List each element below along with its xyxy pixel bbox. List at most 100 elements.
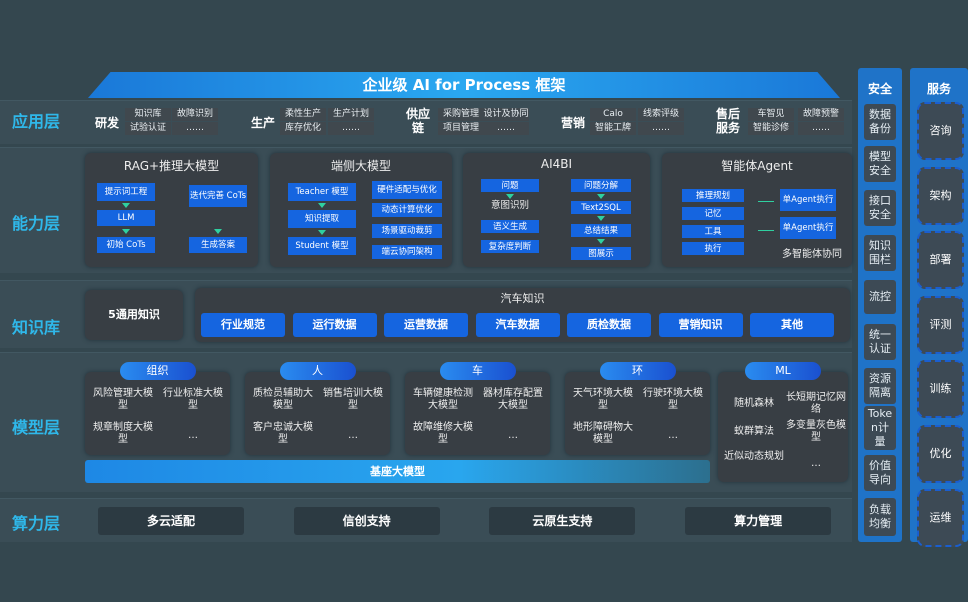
app-item: 智能工牌 xyxy=(590,122,636,135)
edge-extract: 知识提取 xyxy=(288,210,356,228)
layer-label-capability: 能力层 xyxy=(12,214,61,233)
service-item: 部署 xyxy=(917,231,964,289)
model-item: 多变量灰色模型 xyxy=(786,420,846,443)
model-item: … xyxy=(668,430,678,441)
security-item: 价值导向 xyxy=(864,455,896,491)
edge-r0: 硬件适配与优化 xyxy=(372,181,442,199)
edge-r3: 端云协同架构 xyxy=(372,245,442,259)
ai4bi-r1: Text2SQL xyxy=(571,201,631,214)
agent-l2: 工具 xyxy=(682,225,744,238)
service-item: 训练 xyxy=(917,360,964,418)
model-item: 地形障碍物大模型 xyxy=(573,422,633,445)
edge-title: 端侧大模型 xyxy=(330,159,391,173)
knowledge-item[interactable]: 行业规范 xyxy=(201,313,285,337)
model-panel-4 xyxy=(718,372,848,482)
ai4bi-r2: 总结结果 xyxy=(571,224,631,237)
agent-l1: 记忆 xyxy=(682,207,744,220)
app-item: 故障识别 xyxy=(172,108,218,121)
security-item: 知识围栏 xyxy=(864,235,896,271)
ai4bi-r0: 问题分解 xyxy=(571,179,631,192)
model-item: 故障维修大模型 xyxy=(413,422,473,445)
compute-item: 算力管理 xyxy=(685,507,832,535)
model-item: 车辆健康检测大模型 xyxy=(413,388,473,411)
general-knowledge: 5通用知识 xyxy=(85,290,183,340)
app-item: 库存优化 xyxy=(280,122,326,135)
model-category-pill: 环 xyxy=(599,362,676,380)
knowledge-item[interactable]: 汽车数据 xyxy=(475,313,560,337)
model-panel-1 xyxy=(245,372,390,455)
edge-panel: 端侧大模型 Teacher 模型 知识提取 Student 模型 硬件适配与优化… xyxy=(270,153,452,267)
model-category-pill: 人 xyxy=(279,362,356,380)
rag-cots: 初始 CoTs xyxy=(97,237,155,253)
model-item: 天气环境大模型 xyxy=(573,388,633,411)
model-panel-0 xyxy=(85,372,230,455)
app-item: …… xyxy=(483,122,529,135)
model-category-pill: 组织 xyxy=(119,362,196,380)
agent-footer: 多智能体协同 xyxy=(782,249,842,260)
layer-label-knowledge: 知识库 xyxy=(12,318,61,337)
model-item: 客户忠诚大模型 xyxy=(253,422,313,445)
model-item: 近似动态规划 xyxy=(724,451,784,462)
rag-prompt: 提示词工程 xyxy=(97,183,155,201)
app-item: 生产计划 xyxy=(328,108,374,121)
app-item: 柔性生产 xyxy=(280,108,326,121)
model-item: … xyxy=(811,458,821,469)
knowledge-item[interactable]: 营销知识 xyxy=(658,313,743,337)
service-item: 架构 xyxy=(917,166,964,225)
agent-l0: 推理规划 xyxy=(682,189,744,202)
edge-r1: 动态计算优化 xyxy=(372,203,442,217)
security-item: 接口安全 xyxy=(864,190,896,226)
compute-item: 云原生支持 xyxy=(489,507,636,535)
security-item: 负载均衡 xyxy=(864,498,896,536)
security-title: 安全 xyxy=(867,82,892,96)
knowledge-item[interactable]: 运行数据 xyxy=(292,313,377,337)
model-item: 规章制度大模型 xyxy=(93,422,153,445)
rag-panel: RAG+推理大模型 提示词工程 LLM 初始 CoTs 迭代完善 CoTs 生成… xyxy=(85,153,258,267)
ai4bi-l3: 复杂度判断 xyxy=(481,240,539,253)
layer-label-compute: 算力层 xyxy=(12,514,61,533)
app-group-2: 供应链 xyxy=(405,107,430,135)
agent-r1: 单Agent执行 xyxy=(780,217,836,239)
app-item: 项目管理 xyxy=(438,122,484,135)
base-model-bar: 基座大模型 xyxy=(85,460,710,483)
arrow-icon xyxy=(597,239,605,244)
arrow-icon xyxy=(318,203,326,208)
knowledge-item[interactable]: 其他 xyxy=(750,313,834,337)
security-item: Token计量 xyxy=(864,406,896,450)
app-item: …… xyxy=(328,122,374,135)
model-item: 蚁群算法 xyxy=(734,426,774,437)
app-group-3: 营销 xyxy=(560,116,585,130)
arrow-icon xyxy=(597,216,605,221)
edge-student: Student 模型 xyxy=(288,237,356,255)
app-item: …… xyxy=(798,122,844,135)
edge-teacher: Teacher 模型 xyxy=(288,183,356,201)
security-item: 统一认证 xyxy=(864,324,896,360)
app-item: 车智见 xyxy=(748,108,794,121)
rag-title: RAG+推理大模型 xyxy=(123,159,220,173)
layer-label-model: 模型层 xyxy=(12,418,61,437)
arrow-icon xyxy=(318,230,326,235)
security-item: 资源隔离 xyxy=(864,368,896,404)
edge-r2: 场景驱动裁剪 xyxy=(372,224,442,238)
auto-knowledge-title: 汽车知识 xyxy=(500,292,545,305)
app-group-0: 研发 xyxy=(94,116,119,130)
app-item: 知识库 xyxy=(125,108,171,121)
model-item: … xyxy=(348,430,358,441)
app-item: 故障预警 xyxy=(798,108,844,121)
arrow-icon xyxy=(597,194,605,199)
service-item: 咨询 xyxy=(917,102,964,160)
service-item: 优化 xyxy=(917,424,964,483)
ai4bi-title: AI4BI xyxy=(540,157,573,171)
knowledge-item[interactable]: 质检数据 xyxy=(567,313,651,337)
app-item: 设计及协同 xyxy=(483,108,529,121)
model-category-pill: 车 xyxy=(439,362,516,380)
model-item: 行驶环境大模型 xyxy=(643,388,703,411)
rag-iterate: 迭代完善 CoTs xyxy=(189,185,247,207)
model-panel-2 xyxy=(405,372,550,455)
service-item: 运维 xyxy=(917,489,964,547)
model-item: 长短期记忆网络 xyxy=(786,392,846,415)
knowledge-item[interactable]: 运营数据 xyxy=(384,313,468,337)
app-item: 采购管理 xyxy=(438,108,484,121)
rag-llm: LLM xyxy=(97,210,155,226)
app-item: Calo xyxy=(590,108,636,121)
